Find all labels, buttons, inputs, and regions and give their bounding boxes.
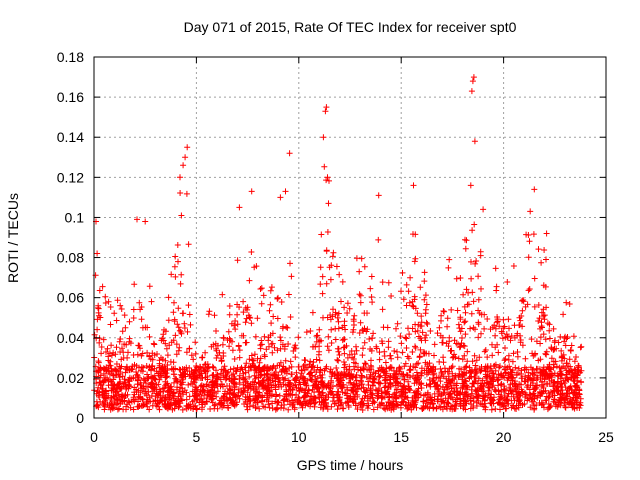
y-tick-label: 0.06 [57, 290, 84, 306]
y-axis-label: ROTI / TECUs [5, 193, 21, 283]
plot-frame [93, 56, 607, 419]
x-tick-label: 20 [496, 429, 512, 445]
x-tick-label: 25 [598, 429, 614, 445]
y-tick-label: 0.04 [57, 330, 84, 346]
x-axis-label: GPS time / hours [297, 457, 404, 473]
y-tick-label: 0 [76, 410, 84, 426]
data-points [91, 74, 585, 413]
y-tick-label: 0.18 [57, 49, 84, 65]
chart-title: Day 071 of 2015, Rate Of TEC Index for r… [184, 19, 517, 35]
y-tick-label: 0.08 [57, 250, 84, 266]
axes [93, 56, 607, 419]
x-tick-label: 0 [90, 429, 98, 445]
x-tick-label: 15 [393, 429, 409, 445]
y-tick-label: 0.12 [57, 169, 84, 185]
x-tick-label: 10 [291, 429, 307, 445]
y-tick-label: 0.16 [57, 89, 84, 105]
y-tick-label: 0.02 [57, 370, 84, 386]
y-tick-label: 0.1 [65, 209, 85, 225]
scatter-points [91, 74, 585, 413]
y-tick-label: 0.14 [57, 129, 84, 145]
tick-labels: 0 5 10 15 20 25 0 0.02 0.04 0.06 0.08 0.1 0.12 0.14 0.… [57, 49, 614, 445]
x-tick-label: 5 [193, 429, 201, 445]
